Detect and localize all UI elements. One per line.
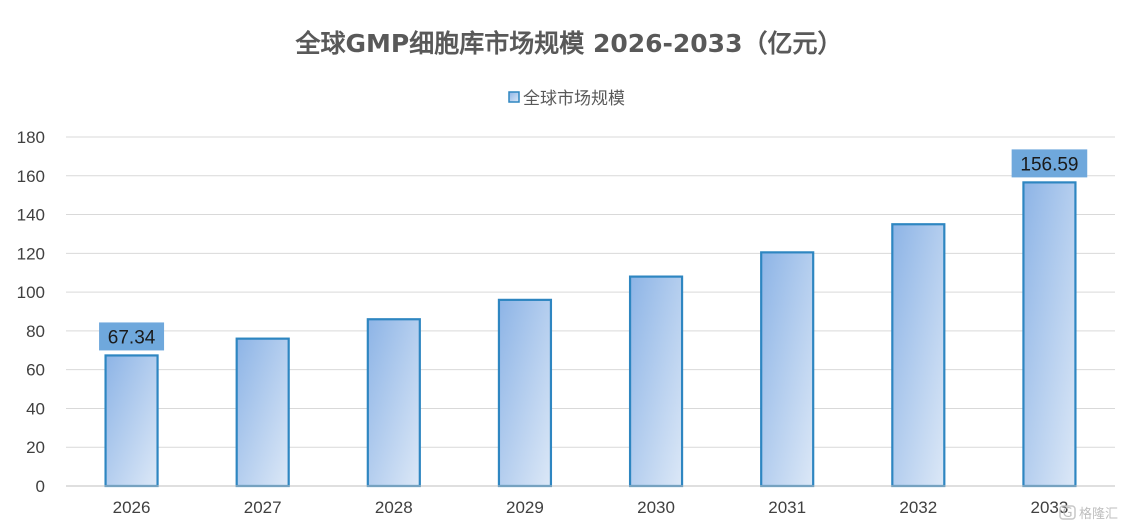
y-tick-label-160: 160	[17, 167, 45, 186]
data-label-box-2026	[99, 322, 165, 351]
data-label-2033: 156.59	[1020, 154, 1078, 175]
legend: 全球市场规模	[508, 89, 625, 109]
y-tick-label-40: 40	[26, 399, 45, 418]
y-tick-label-140: 140	[17, 206, 45, 225]
y-tick-label-100: 100	[17, 283, 45, 302]
bars	[104, 181, 1077, 488]
watermark-text: 格隆汇	[1079, 506, 1118, 522]
y-axis-ticks: 0 20 40 60 80 100 120 140 160 180	[17, 128, 45, 496]
y-tick-label-0: 0	[36, 477, 45, 496]
bar-2027	[235, 337, 290, 488]
x-tick-label-2031: 2031	[768, 498, 806, 517]
x-axis-ticks: 2026 2027 2028 2029 2030 2031 2032 2033	[113, 498, 1069, 517]
bar-2029	[497, 298, 553, 488]
x-tick-label-2029: 2029	[506, 498, 544, 517]
gelonghui-logo-mark: G	[1062, 506, 1072, 521]
data-label-box-2033	[1011, 149, 1088, 178]
watermark: G 格隆汇	[1059, 505, 1118, 522]
x-tick-label-2033: 2033	[1031, 498, 1069, 517]
y-tick-label-180: 180	[17, 128, 45, 147]
gridlines	[66, 136, 1115, 448]
y-tick-label-20: 20	[26, 438, 45, 457]
bar-2031	[760, 251, 815, 488]
bar-2028	[366, 318, 421, 488]
legend-label: 全球市场规模	[523, 89, 625, 109]
chart-title: 全球GMP细胞库市场规模 2026-2033（亿元）	[295, 29, 843, 58]
bar-2033	[1022, 181, 1077, 488]
y-tick-label-60: 60	[26, 361, 45, 380]
y-tick-label-80: 80	[26, 322, 45, 341]
data-label-2026: 67.34	[108, 327, 156, 348]
bar-2030	[628, 275, 684, 488]
bar-2032	[891, 223, 946, 488]
x-tick-label-2026: 2026	[113, 498, 151, 517]
legend-swatch	[508, 91, 520, 103]
x-tick-label-2030: 2030	[637, 498, 675, 517]
gelonghui-logo-icon	[1059, 505, 1076, 520]
y-tick-label-120: 120	[17, 244, 45, 263]
data-labels: 67.34 156.59	[99, 149, 1088, 351]
bar-2026	[104, 354, 159, 488]
x-tick-label-2028: 2028	[375, 498, 413, 517]
x-tick-label-2027: 2027	[244, 498, 282, 517]
x-tick-label-2032: 2032	[899, 498, 937, 517]
